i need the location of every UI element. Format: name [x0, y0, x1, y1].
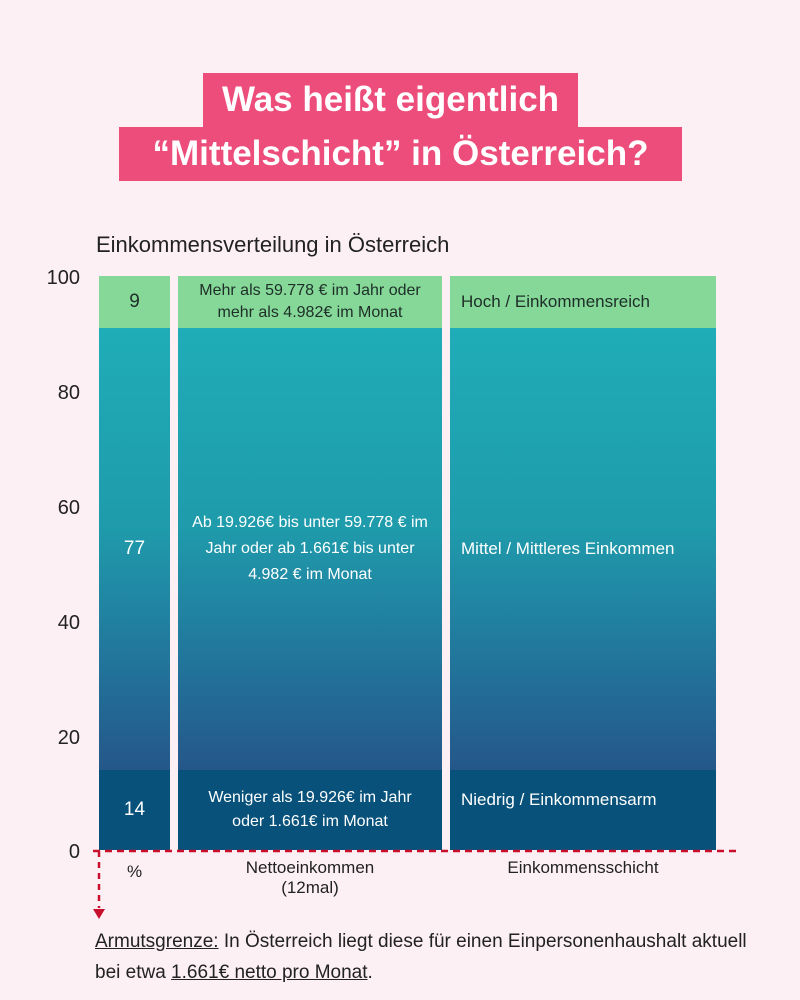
- class-label-high: Hoch / Einkommensreich: [461, 292, 650, 311]
- percent-column: 9 77 14: [99, 276, 170, 850]
- x-label-net-income: Nettoeinkommen (12mal): [178, 858, 442, 898]
- title-line-2: “Mittelschicht” in Österreich?: [119, 127, 682, 181]
- bar-segment-low-class: Niedrig / Einkommensarm: [450, 770, 716, 850]
- y-tick-label-80: 80: [57, 382, 80, 404]
- y-tick-label-0: 0: [68, 841, 80, 863]
- x-label-net-line2: (12mal): [281, 878, 339, 897]
- bar-segment-mid-income: Ab 19.926€ bis unter 59.778 € im Jahr od…: [178, 328, 442, 770]
- bar-segment-low-percent: 14: [99, 770, 170, 850]
- bar-segment-high-income: Mehr als 59.778 € im Jahr oder mehr als …: [178, 276, 442, 328]
- bar-segment-high-class: Hoch / Einkommensreich: [450, 276, 716, 328]
- class-label-mid: Mittel / Mittleres Einkommen: [461, 539, 675, 558]
- income-label-mid: Ab 19.926€ bis unter 59.778 € im Jahr od…: [192, 514, 428, 583]
- bar-segment-high-percent: 9: [99, 276, 170, 328]
- footnote-label: Armutsgrenze:: [95, 931, 219, 952]
- footnote-amount: 1.661€ netto pro Monat: [171, 962, 368, 983]
- income-class-column: Hoch / Einkommensreich Mittel / Mittlere…: [450, 276, 716, 850]
- x-label-class: Einkommensschicht: [507, 858, 659, 877]
- bar-segment-low-income: Weniger als 19.926€ im Jahr oder 1.661€ …: [178, 770, 442, 850]
- poverty-arrow-head: [93, 909, 105, 919]
- value-label-low: 14: [123, 799, 146, 820]
- value-label-high: 9: [129, 291, 140, 312]
- title-line-1: Was heißt eigentlich: [203, 73, 578, 127]
- x-label-percent: %: [126, 862, 143, 881]
- chart-subtitle: Einkommensverteilung in Österreich: [96, 232, 450, 257]
- footnote-text: In Österreich liegt diese für einen Einp…: [95, 931, 747, 983]
- bar-segment-mid-class: Mittel / Mittleres Einkommen: [450, 328, 716, 770]
- bar-segment-mid-percent: 77: [99, 328, 170, 770]
- income-label-low: Weniger als 19.926€ im Jahr oder 1.661€ …: [208, 789, 412, 830]
- x-label-net-line1: Nettoeinkommen: [245, 858, 375, 877]
- y-tick-label-40: 40: [57, 612, 80, 634]
- footnote-end: .: [367, 962, 373, 983]
- y-tick-label-100: 100: [46, 267, 80, 289]
- net-income-column: Mehr als 59.778 € im Jahr oder mehr als …: [178, 276, 442, 850]
- footnote: Armutsgrenze: In Österreich liegt diese …: [95, 926, 775, 988]
- y-tick-label-20: 20: [57, 727, 80, 749]
- value-label-mid: 77: [123, 538, 146, 559]
- class-label-low: Niedrig / Einkommensarm: [461, 790, 657, 810]
- y-tick-label-60: 60: [57, 497, 80, 519]
- income-label-high: Mehr als 59.778 € im Jahr oder mehr als …: [199, 282, 421, 321]
